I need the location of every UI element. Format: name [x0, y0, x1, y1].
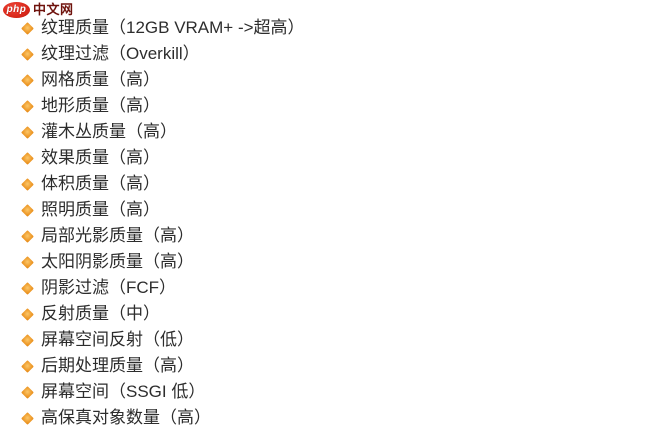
diamond-bullet-icon — [21, 177, 34, 191]
diamond-bullet-icon — [21, 255, 34, 269]
setting-label: 反射质量（中） — [41, 304, 160, 323]
setting-label: 照明质量（高） — [41, 200, 160, 219]
setting-label: 太阳阴影质量（高） — [41, 252, 194, 271]
list-item: 阴影过滤（FCF） — [20, 275, 305, 301]
setting-label: 阴影过滤（FCF） — [41, 278, 177, 297]
list-item: 纹理过滤（Overkill） — [20, 41, 305, 67]
list-item: 效果质量（高） — [20, 145, 305, 171]
list-item: 屏幕空间反射（低） — [20, 327, 305, 353]
list-item: 屏幕空间（SSGI 低） — [20, 379, 305, 405]
list-item: 地形质量（高） — [20, 93, 305, 119]
setting-label: 地形质量（高） — [41, 96, 160, 115]
list-item: 反射质量（中） — [20, 301, 305, 327]
setting-label: 网格质量（高） — [41, 70, 160, 89]
setting-label: 纹理过滤（Overkill） — [41, 44, 200, 63]
diamond-bullet-icon — [21, 281, 34, 295]
diamond-bullet-icon — [21, 47, 34, 61]
list-item: 照明质量（高） — [20, 197, 305, 223]
diamond-bullet-icon — [21, 73, 34, 87]
list-item: 后期处理质量（高） — [20, 353, 305, 379]
site-logo: php 中文网 — [3, 1, 74, 18]
setting-label: 屏幕空间反射（低） — [41, 330, 194, 349]
diamond-bullet-icon — [21, 307, 34, 321]
diamond-bullet-icon — [21, 21, 34, 35]
diamond-bullet-icon — [21, 99, 34, 113]
setting-label: 高保真对象数量（高） — [41, 408, 211, 427]
list-item: 灌木丛质量（高） — [20, 119, 305, 145]
list-item: 纹理质量（12GB VRAM+ ->超高） — [20, 15, 305, 41]
site-name: 中文网 — [33, 2, 74, 17]
setting-label: 屏幕空间（SSGI 低） — [41, 382, 206, 401]
setting-label: 体积质量（高） — [41, 174, 160, 193]
list-item: 局部光影质量（高） — [20, 223, 305, 249]
diamond-bullet-icon — [21, 385, 34, 399]
diamond-bullet-icon — [21, 359, 34, 373]
setting-label: 局部光影质量（高） — [41, 226, 194, 245]
diamond-bullet-icon — [21, 125, 34, 139]
diamond-bullet-icon — [21, 229, 34, 243]
diamond-bullet-icon — [21, 333, 34, 347]
diamond-bullet-icon — [21, 203, 34, 217]
diamond-bullet-icon — [21, 411, 34, 425]
graphics-settings-list: 纹理质量（12GB VRAM+ ->超高） 纹理过滤（Overkill） 网格质… — [20, 15, 305, 431]
list-item: 太阳阴影质量（高） — [20, 249, 305, 275]
setting-label: 效果质量（高） — [41, 148, 160, 167]
list-item: 高保真对象数量（高） — [20, 405, 305, 431]
setting-label: 灌木丛质量（高） — [41, 122, 177, 141]
list-item: 体积质量（高） — [20, 171, 305, 197]
setting-label: 纹理质量（12GB VRAM+ ->超高） — [41, 18, 305, 37]
setting-label: 后期处理质量（高） — [41, 356, 194, 375]
php-logo-badge-icon: php — [3, 1, 30, 18]
diamond-bullet-icon — [21, 151, 34, 165]
list-item: 网格质量（高） — [20, 67, 305, 93]
